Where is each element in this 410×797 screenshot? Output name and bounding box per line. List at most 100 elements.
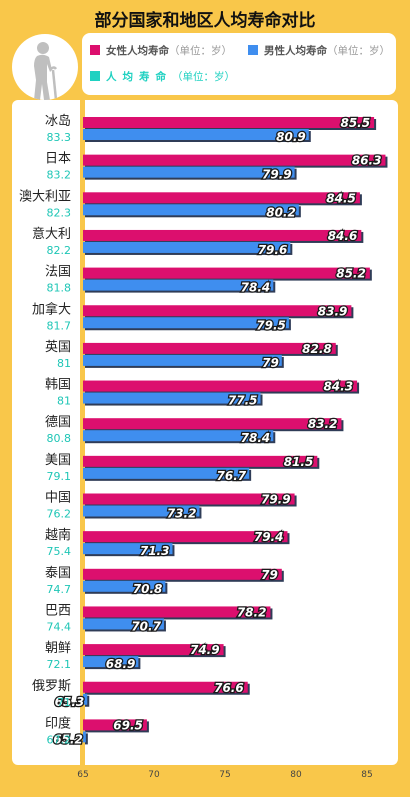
average-life-0: 83.3 xyxy=(47,131,72,144)
female-bar-2 xyxy=(83,192,360,204)
male-value-7: 77.5 xyxy=(228,394,258,408)
female-value-4: 85.2 xyxy=(336,267,366,281)
legend-total: 人均寿命（单位：岁） xyxy=(90,69,235,84)
average-life-9: 79.1 xyxy=(47,470,72,483)
male-bar-6 xyxy=(83,354,282,366)
male-value-14: 68.9 xyxy=(106,657,136,671)
male-value-5: 79.5 xyxy=(256,318,286,332)
country-label-9: 美国 xyxy=(45,453,71,468)
male-bar-1 xyxy=(83,166,295,178)
male-bar-16 xyxy=(83,731,86,743)
male-bar-0 xyxy=(83,129,309,140)
legend-male: 男性人均寿命（单位：岁） xyxy=(248,43,390,58)
legend-female: 女性人均寿命（单位：岁） xyxy=(90,43,232,58)
country-label-12: 泰国 xyxy=(45,566,71,581)
male-bar-14 xyxy=(83,656,139,668)
female-value-3: 84.6 xyxy=(328,229,358,243)
male-value-10: 73.2 xyxy=(167,507,197,521)
female-value-14: 74.9 xyxy=(190,643,220,657)
average-life-4: 81.8 xyxy=(47,282,72,295)
label-divider xyxy=(80,100,85,765)
female-bar-12 xyxy=(83,568,282,580)
country-label-2: 澳大利亚 xyxy=(19,188,71,204)
country-label-3: 意大利 xyxy=(32,226,71,242)
average-life-12: 74.7 xyxy=(47,583,72,596)
female-bar-14 xyxy=(83,644,224,656)
male-value-1: 79.9 xyxy=(262,168,292,182)
female-value-9: 81.5 xyxy=(284,455,314,469)
country-label-1: 日本 xyxy=(45,152,71,167)
average-life-1: 83.2 xyxy=(47,169,72,182)
average-life-8: 80.8 xyxy=(47,432,72,445)
x-tick-0: 65 xyxy=(77,770,88,780)
male-bar-5 xyxy=(83,317,289,329)
average-life-7: 81 xyxy=(57,395,71,408)
country-label-8: 德国 xyxy=(45,415,71,430)
male-value-12: 70.8 xyxy=(133,582,163,596)
male-bar-13 xyxy=(83,618,164,630)
country-label-5: 加拿大 xyxy=(32,301,71,317)
legend-female-swatch xyxy=(90,45,100,55)
country-label-7: 韩国 xyxy=(45,378,71,393)
male-bar-9 xyxy=(83,467,250,479)
country-label-15: 俄罗斯 xyxy=(32,679,71,694)
female-bar-5 xyxy=(83,305,352,317)
female-value-7: 84.3 xyxy=(323,380,353,394)
average-life-14: 72.1 xyxy=(47,658,72,671)
female-value-16: 69.5 xyxy=(113,718,143,732)
x-tick-1: 70 xyxy=(148,770,160,780)
country-label-11: 越南 xyxy=(45,527,71,543)
female-value-1: 86.3 xyxy=(352,154,382,168)
legend-total-swatch xyxy=(90,71,100,81)
country-label-4: 法国 xyxy=(45,265,71,280)
male-value-15: 65.3 xyxy=(55,695,85,709)
female-bar-6 xyxy=(83,342,336,354)
male-bar-10 xyxy=(83,505,200,517)
male-bar-16-shadow xyxy=(85,733,88,745)
male-value-13: 70.7 xyxy=(131,619,161,633)
male-value-2: 80.2 xyxy=(266,205,296,219)
male-value-4: 78.4 xyxy=(241,281,271,295)
average-life-3: 82.2 xyxy=(47,244,72,257)
male-value-0: 80.9 xyxy=(276,130,306,144)
female-bar-8 xyxy=(83,418,342,430)
chart-title: 部分国家和地区人均寿命对比 xyxy=(94,11,316,31)
legend-male-swatch xyxy=(248,45,258,55)
female-value-8: 83.2 xyxy=(308,417,338,431)
country-label-0: 冰岛 xyxy=(45,113,71,129)
male-value-6: 79 xyxy=(262,356,279,370)
female-bar-4 xyxy=(83,267,370,279)
female-bar-10 xyxy=(83,493,295,505)
female-value-13: 78.2 xyxy=(237,605,267,619)
female-value-0: 85.5 xyxy=(340,116,370,130)
male-bar-2 xyxy=(83,204,299,216)
average-life-10: 76.2 xyxy=(47,508,72,521)
average-life-5: 81.7 xyxy=(47,319,72,332)
average-life-6: 81 xyxy=(57,357,71,370)
female-value-15: 76.6 xyxy=(214,681,244,695)
female-bar-11 xyxy=(83,531,288,543)
female-value-12: 79 xyxy=(261,568,278,582)
female-bar-3 xyxy=(83,229,362,241)
male-bar-15 xyxy=(83,693,88,705)
x-tick-2: 75 xyxy=(219,770,230,780)
male-value-11: 71.3 xyxy=(140,544,170,558)
elderly-person-icon xyxy=(12,34,78,100)
country-label-16: 印度 xyxy=(45,715,71,731)
average-life-16: 67.2 xyxy=(47,733,72,746)
female-bar-13 xyxy=(83,606,271,618)
country-label-13: 巴西 xyxy=(45,603,71,618)
x-tick-3: 80 xyxy=(290,770,302,780)
male-value-9: 76.7 xyxy=(217,469,247,483)
female-value-2: 84.5 xyxy=(326,191,356,205)
female-bar-1 xyxy=(83,154,386,166)
female-value-6: 82.8 xyxy=(302,342,332,356)
male-value-8: 78.4 xyxy=(241,431,271,445)
male-value-3: 79.6 xyxy=(258,243,288,257)
male-bar-4 xyxy=(83,279,274,291)
female-value-11: 79.4 xyxy=(254,530,284,544)
legend: 女性人均寿命（单位：岁） 男性人均寿命（单位：岁） 人均寿命（单位：岁） xyxy=(82,33,396,95)
country-label-14: 朝鲜 xyxy=(45,641,71,656)
female-value-10: 79.9 xyxy=(261,493,291,507)
